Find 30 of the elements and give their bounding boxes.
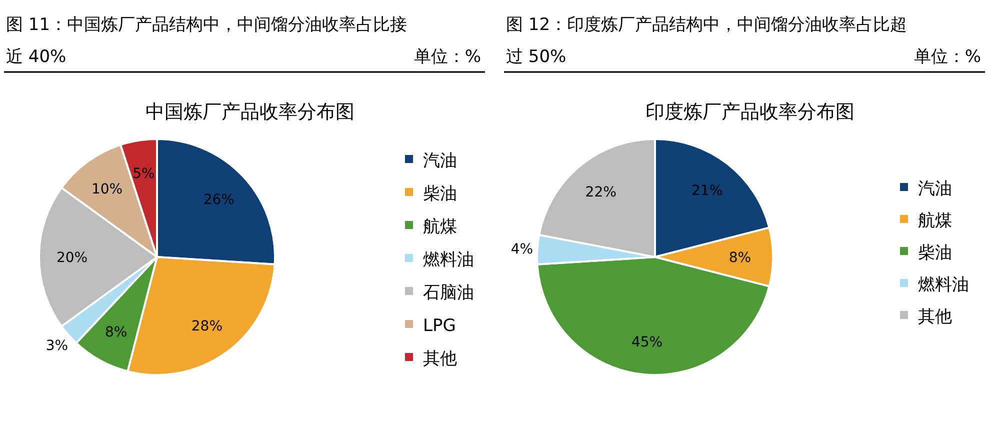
legend-label: 柴油	[918, 243, 952, 263]
legend-label: 柴油	[423, 184, 457, 204]
data-label: 26%	[203, 192, 234, 208]
data-label: 28%	[191, 318, 222, 335]
data-label: 8%	[728, 250, 752, 266]
chart-subtitle: 印度炼厂产品收率分布图	[646, 101, 854, 123]
legend-label: 石脑油	[423, 283, 474, 303]
legend-label: 汽油	[423, 151, 457, 171]
data-label: 45%	[631, 334, 663, 351]
chart-title: 图 11：中国炼厂产品结构中，中间馏分油收率占比接近 40%	[6, 15, 408, 67]
legend-label: LPG	[423, 316, 456, 336]
chart-title: 图 12：印度炼厂产品结构中，中间馏分油收率占比超过 50%	[506, 15, 908, 67]
data-label: 4%	[510, 242, 534, 258]
data-label: 21%	[692, 182, 723, 199]
text: 单位：%	[414, 47, 481, 67]
legend-label: 其他	[918, 307, 952, 327]
legend-label: 其他	[423, 349, 457, 369]
data-label: 5%	[132, 166, 155, 182]
data-label: 22%	[585, 184, 616, 201]
text: 单位：%	[914, 47, 981, 67]
data-label: 10%	[92, 181, 123, 198]
legend-label: 燃料油	[423, 250, 474, 270]
legend-label: 汽油	[918, 179, 952, 199]
legend-label: 航煤	[423, 217, 457, 237]
legend-label: 燃料油	[918, 275, 969, 295]
data-label: 20%	[56, 250, 88, 266]
data-label: 8%	[104, 324, 128, 340]
legend-label: 航煤	[918, 211, 952, 231]
data-label: 3%	[46, 338, 68, 354]
chart-subtitle: 中国炼厂产品收率分布图	[146, 101, 354, 123]
